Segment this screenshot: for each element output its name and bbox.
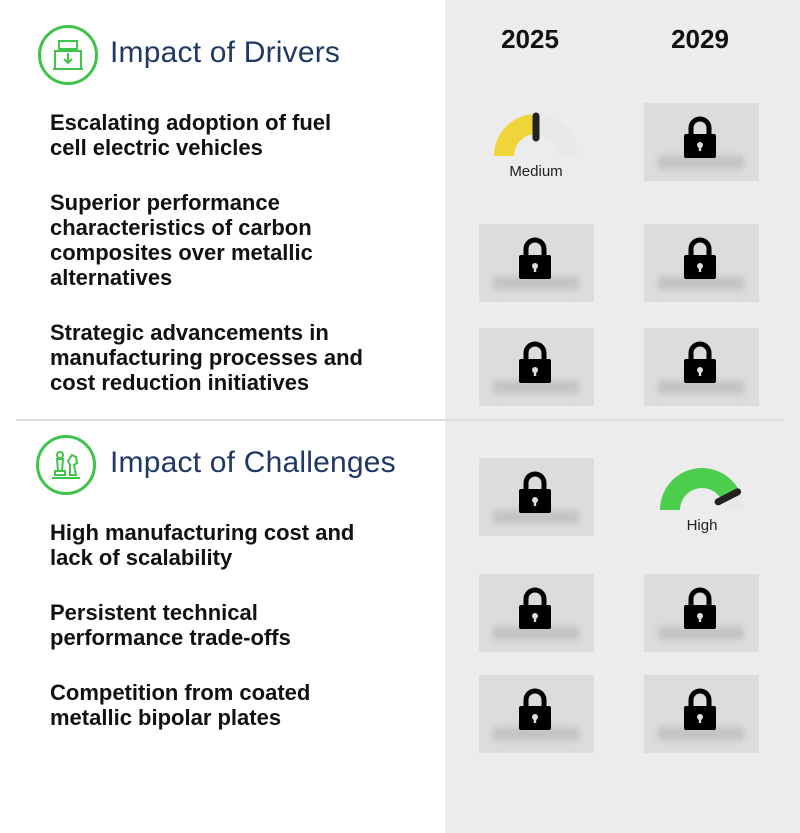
padlock-icon xyxy=(519,587,551,629)
locked-cell[interactable] xyxy=(644,224,759,302)
gauge-needle xyxy=(714,488,742,506)
gauge-dial-icon xyxy=(660,468,744,510)
padlock-icon xyxy=(519,341,551,383)
driver-row-2-line-3: composites over metallic xyxy=(50,240,313,265)
challenge-row-1-line-1: High manufacturing cost and xyxy=(50,520,355,545)
padlock-icon xyxy=(519,237,551,279)
drivers-title: Impact of Drivers xyxy=(110,36,341,69)
locked-cell[interactable] xyxy=(644,675,759,753)
challenge-row-1-text: High manufacturing cost and lack of scal… xyxy=(50,520,390,570)
challenge-row-2-line-1: Persistent technical xyxy=(50,600,258,625)
locked-cell[interactable] xyxy=(479,574,594,652)
gauge-dial-icon xyxy=(494,112,578,156)
locked-cell[interactable] xyxy=(644,103,759,181)
gauge-label: Medium xyxy=(509,163,563,180)
year-2025-header: 2025 xyxy=(501,24,559,54)
challenge-row-2-line-2: performance trade-offs xyxy=(50,625,291,650)
locked-cell[interactable] xyxy=(644,574,759,652)
locked-cell[interactable] xyxy=(479,458,594,536)
locked-cell[interactable] xyxy=(479,328,594,406)
padlock-icon xyxy=(519,471,551,513)
challenge-row-3-line-1: Competition from coated xyxy=(50,680,311,705)
year-2029-header: 2029 xyxy=(671,24,729,54)
driver-row-2-text: Superior performance characteristics of … xyxy=(50,190,390,290)
driver-row-1-line-1: Escalating adoption of fuel xyxy=(50,110,332,135)
padlock-icon xyxy=(684,587,716,629)
challenge-row-2-text: Persistent technical performance trade-o… xyxy=(50,600,390,650)
driver-row-3-text: Strategic advancements in manufacturing … xyxy=(50,320,390,395)
locked-cell[interactable] xyxy=(644,328,759,406)
locked-cell[interactable] xyxy=(479,224,594,302)
challenge-row-3-text: Competition from coated metallic bipolar… xyxy=(50,680,390,730)
challenge-row-1-line-2: lack of scalability xyxy=(50,545,233,570)
driver-row-1-line-2: cell electric vehicles xyxy=(50,135,263,160)
driver-row-3-line-3: cost reduction initiatives xyxy=(50,370,310,395)
padlock-icon xyxy=(684,237,716,279)
locked-cell[interactable] xyxy=(479,675,594,753)
padlock-icon xyxy=(684,116,716,158)
padlock-icon xyxy=(519,688,551,730)
driver-row-2-line-2: characteristics of carbon xyxy=(50,215,312,240)
challenge-row-1-gauge-2029: High xyxy=(652,462,752,544)
chess-pieces-icon xyxy=(36,435,96,495)
padlock-icon xyxy=(684,688,716,730)
driver-row-3-line-1: Strategic advancements in xyxy=(50,320,329,345)
driver-row-2-line-4: alternatives xyxy=(50,265,173,290)
section-divider xyxy=(16,419,784,421)
gauge-label: High xyxy=(686,517,718,534)
challenges-title: Impact of Challenges xyxy=(110,446,396,479)
padlock-icon xyxy=(684,341,716,383)
gauge-fill xyxy=(494,114,536,156)
challenge-row-3-line-2: metallic bipolar plates xyxy=(50,705,282,730)
driver-row-1-text: Escalating adoption of fuel cell electri… xyxy=(50,110,390,160)
driver-row-1-gauge-2025: Medium xyxy=(486,108,586,190)
gauge-fill xyxy=(660,468,740,510)
driver-row-3-line-2: manufacturing processes and xyxy=(50,345,363,370)
factory-icon xyxy=(38,25,98,85)
driver-row-2-line-1: Superior performance xyxy=(50,190,280,215)
